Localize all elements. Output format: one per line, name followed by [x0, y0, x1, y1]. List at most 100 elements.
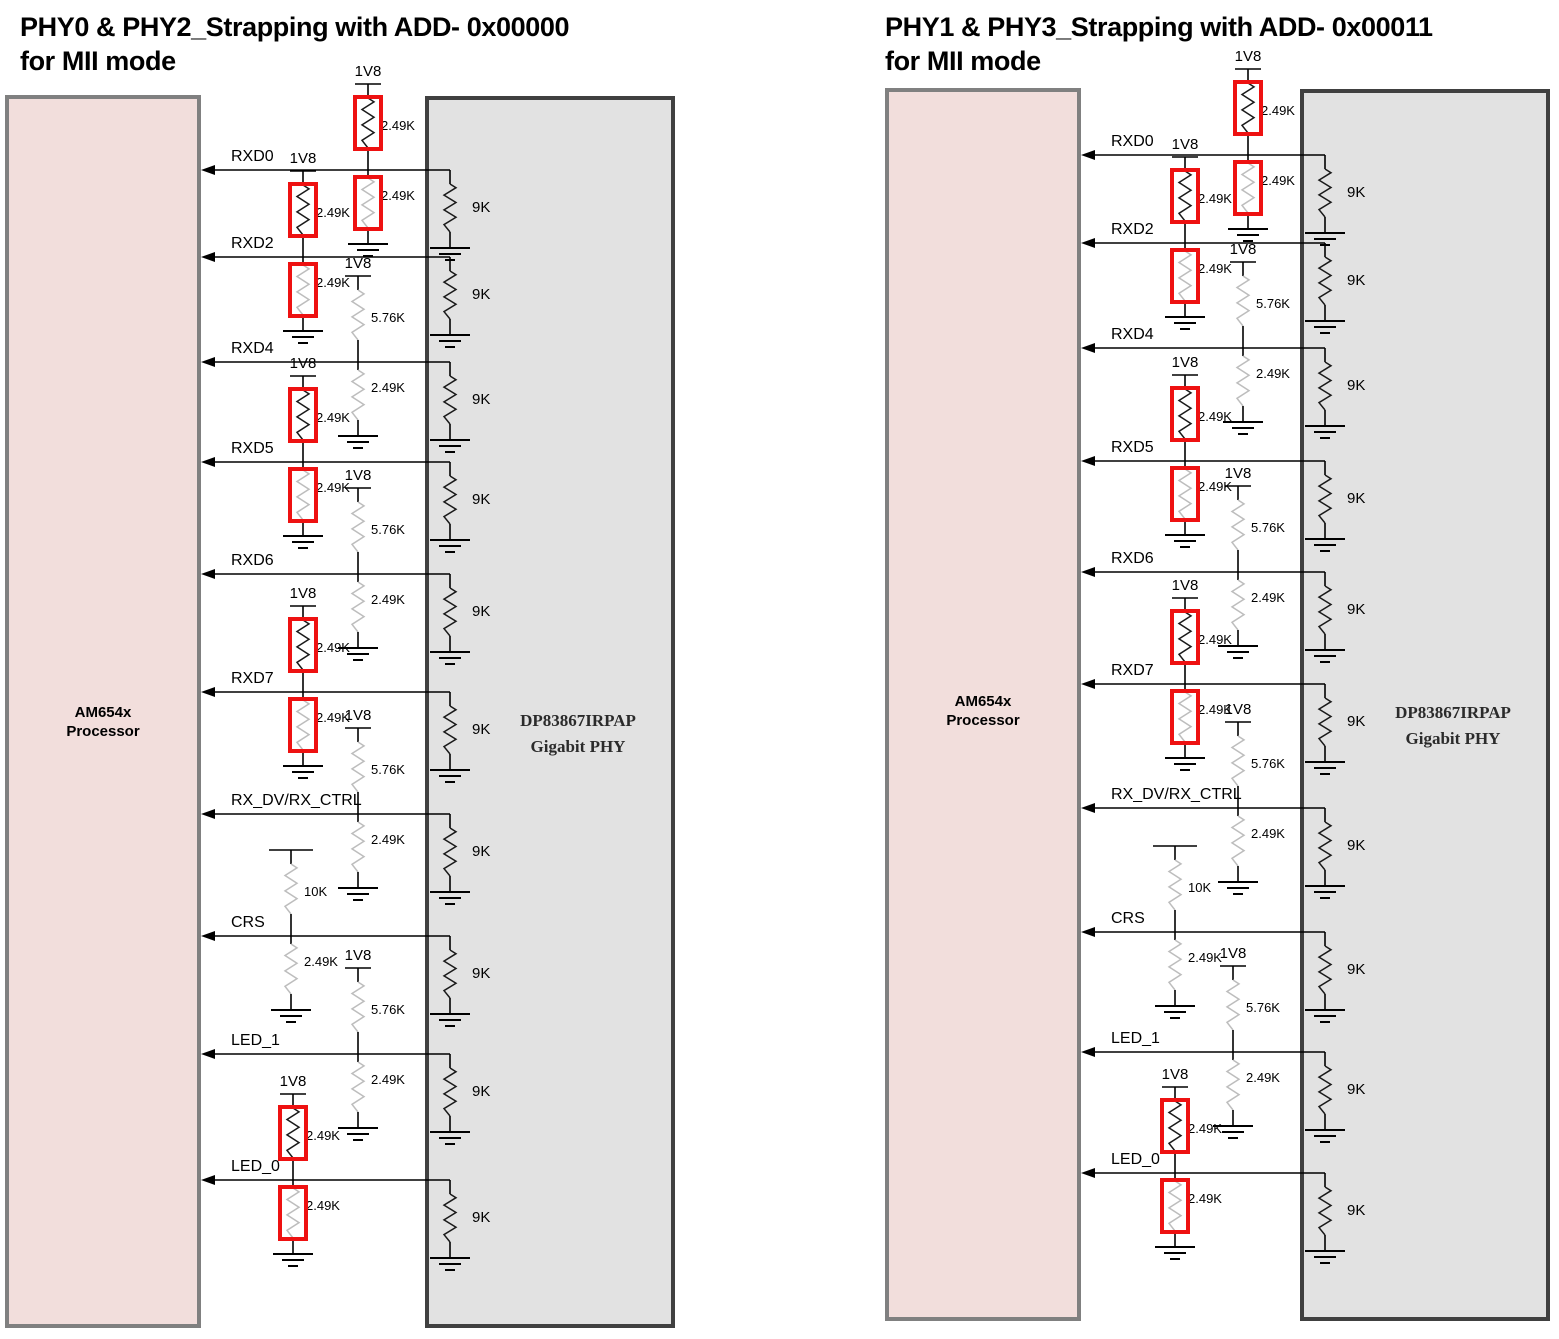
signal-group-led-1: LED_1 1V8 5.76K 2.49K 9K [1081, 945, 1365, 1143]
pulldown-value: 2.49K [1251, 590, 1285, 605]
phy-pulldown-value: 9K [472, 721, 490, 738]
pullup-resistor-symbol [295, 619, 311, 671]
panel-phy1-phy3: PHY1 & PHY3_Strapping with ADD- 0x00011 … [780, 0, 1559, 1339]
pulldown-resistor-symbol [1177, 468, 1193, 520]
phy-pulldown-value: 9K [1347, 184, 1365, 201]
processor-name-line-2: Processor [66, 723, 140, 740]
phy-pulldown-value: 9K [1347, 377, 1365, 394]
pulldown-resistor-symbol [1240, 162, 1256, 214]
signal-label-RXD0: RXD0 [1111, 133, 1154, 150]
signal-arrow-LED_0 [201, 1175, 215, 1185]
pullup-resistor-symbol [360, 97, 376, 149]
phy-pulldown-value: 9K [472, 965, 490, 982]
pullup-value: 5.76K [1251, 520, 1285, 535]
rail-label: 1V8 [345, 947, 372, 964]
signal-label-RXD6: RXD6 [231, 552, 274, 569]
pullup-resistor-symbol [350, 741, 366, 793]
panel-title-left: PHY0 & PHY2_Strapping with ADD- 0x00000 … [20, 10, 760, 78]
pullup-value: 2.49K [381, 118, 415, 133]
pulldown-value: 2.49K [1251, 826, 1285, 841]
signal-label-RXD4: RXD4 [231, 340, 274, 357]
signal-label-RXD0: RXD0 [231, 148, 274, 165]
rail-label: 1V8 [290, 585, 317, 602]
phy-pulldown-value: 9K [1347, 272, 1365, 289]
pullup-value: 5.76K [371, 1002, 405, 1017]
signal-label-RXD7: RXD7 [1111, 662, 1154, 679]
phy-name-line-1: DP83867IRPAP [520, 711, 636, 730]
phy-pulldown-resistor-symbol [1317, 697, 1333, 747]
pulldown-resistor-symbol [1177, 691, 1193, 743]
signal-group-rxd4: RXD4 1V8 5.76K 2.49K 9K [1081, 241, 1365, 439]
pulldown-value: 2.49K [371, 592, 405, 607]
highlight-box-pulldown [1233, 160, 1263, 216]
phy-pulldown-resistor-symbol [1317, 168, 1333, 218]
rail-label: 1V8 [1230, 241, 1257, 258]
pulldown-value: 2.49K [316, 710, 350, 725]
signal-label-RXD2: RXD2 [1111, 221, 1154, 238]
pulldown-resistor-symbol [350, 369, 366, 421]
signal-arrow-RXD2 [201, 252, 215, 262]
processor-name-line-1: AM654x [954, 693, 1012, 710]
phy-label-left: DP83867IRPAP Gigabit PHY [478, 708, 678, 760]
signal-arrow-RXD5 [201, 457, 215, 467]
pulldown-resistor-symbol [1167, 1180, 1183, 1232]
signal-arrow-RXD0 [201, 165, 215, 175]
highlight-box-pulldown [288, 697, 318, 753]
signal-arrow-LED_0 [1081, 1168, 1095, 1178]
rail-label: 1V8 [345, 467, 372, 484]
highlight-box-pullup [288, 387, 318, 443]
pullup-resistor-symbol [295, 389, 311, 441]
rail-label: 1V8 [1225, 465, 1252, 482]
signal-arrow-RXD0 [1081, 150, 1095, 160]
highlight-box-pulldown [288, 467, 318, 523]
signal-arrow-RXD7 [201, 687, 215, 697]
signal-arrow-RXD2 [1081, 238, 1095, 248]
pulldown-value: 2.49K [381, 188, 415, 203]
phy-pulldown-resistor-symbol [442, 183, 458, 233]
signal-group-rxd6: RXD6 1V8 5.76K 2.49K 9K [1081, 465, 1365, 663]
pulldown-resistor-symbol [350, 821, 366, 873]
phy-name-line-1: DP83867IRPAP [1395, 703, 1511, 722]
pullup-value: 5.76K [1246, 1000, 1280, 1015]
pullup-value: 2.49K [1198, 191, 1232, 206]
pulldown-value: 2.49K [1256, 366, 1290, 381]
schematic-svg-right: RXD0 1V8 2.49K 2.49K 9K RXD2 1V8 2.49K 2.49K 9K RX… [1081, 48, 1365, 1264]
rail-label: 1V8 [1235, 48, 1262, 65]
signal-label-LED_0: LED_0 [1111, 1151, 1160, 1168]
signal-label-RXD5: RXD5 [1111, 439, 1154, 456]
signal-group-rxd0: RXD0 1V8 2.49K 2.49K 9K [1081, 48, 1365, 246]
pulldown-value: 2.49K [316, 480, 350, 495]
phy-pulldown-resistor-symbol [442, 827, 458, 877]
phy-pulldown-value: 9K [1347, 490, 1365, 507]
pullup-resistor-symbol [1167, 859, 1183, 911]
pullup-value: 10K [304, 884, 327, 899]
signal-label-RXD4: RXD4 [1111, 326, 1154, 343]
signal-group-led-0: LED_0 1V8 2.49K 2.49K 9K [1081, 1066, 1365, 1264]
highlight-box-pullup [288, 617, 318, 673]
rail-label: 1V8 [1172, 577, 1199, 594]
rail-label: 1V8 [290, 150, 317, 167]
pulldown-resistor-symbol [1177, 250, 1193, 302]
phy-name-line-2: Gigabit PHY [1405, 729, 1501, 748]
phy-pulldown-value: 9K [1347, 961, 1365, 978]
signal-group-led-0: LED_0 1V8 2.49K 2.49K 9K [201, 1073, 490, 1271]
rail-label: 1V8 [280, 1073, 307, 1090]
processor-label-left: AM654x Processor [9, 703, 197, 741]
phy-pulldown-value: 9K [472, 603, 490, 620]
highlight-box-pullup [1170, 386, 1200, 442]
phy-pulldown-resistor-symbol [442, 475, 458, 525]
highlight-box-pulldown [1170, 466, 1200, 522]
phy-pulldown-resistor-symbol [1317, 1065, 1333, 1115]
pullup-value: 5.76K [1251, 756, 1285, 771]
processor-name-line-2: Processor [946, 712, 1020, 729]
pullup-value: 2.49K [316, 205, 350, 220]
phy-pulldown-value: 9K [472, 391, 490, 408]
signal-label-RX_DV/RX_CTRL: RX_DV/RX_CTRL [1111, 786, 1242, 803]
phy-box-left [425, 96, 675, 1328]
signal-label-LED_1: LED_1 [231, 1032, 280, 1049]
signal-label-CRS: CRS [1111, 910, 1145, 927]
pulldown-resistor-symbol [285, 1187, 301, 1239]
signal-arrow-LED_1 [201, 1049, 215, 1059]
